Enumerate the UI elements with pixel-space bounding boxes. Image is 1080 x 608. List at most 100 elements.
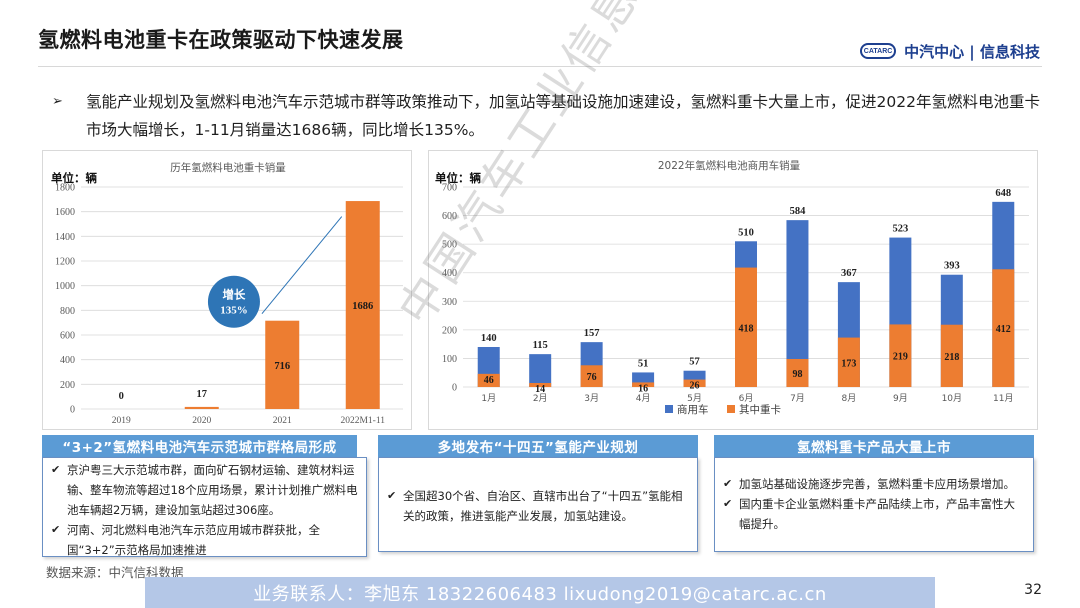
x-tick-label: 10月 <box>942 393 962 404</box>
list-item: ✔ 全国超30个省、自治区、直辖市出台了“十四五”氢能相关的政策，推进氢能产业发展… <box>387 486 689 526</box>
data-label-commercial: 648 <box>995 188 1011 199</box>
y-tick-label: 400 <box>60 355 75 366</box>
chart-title: 历年氢燃料电池重卡销量 <box>170 161 286 174</box>
contact-footer: 业务联系人：李旭东 18322606483 lixudong2019@catar… <box>145 577 935 608</box>
x-tick-label: 7月 <box>790 393 805 404</box>
bar-heavy-truck-11月 <box>992 269 1015 387</box>
arrow-bullet-icon: ➢ <box>52 94 63 109</box>
x-tick-label: 9月 <box>893 393 908 404</box>
catarc-logo-icon: CATARC <box>860 43 897 59</box>
list-item: ✔ 国内重卡企业氢燃料重卡产品陆续上市，产品丰富性大幅提升。 <box>723 494 1025 534</box>
y-tick-label: 1800 <box>55 183 75 194</box>
y-tick-label: 1200 <box>55 257 75 268</box>
annual-sales-chart: 历年氢燃料电池重卡销量 单位：辆 0 200 400 600 800 1000 1200 1400… <box>42 150 412 430</box>
y-tick-label: 200 <box>60 380 75 391</box>
box-head-14th-plan: 多地发布“十四五”氢能产业规划 <box>378 435 698 457</box>
box-head-city-clusters: “3+2”氢燃料电池汽车示范城市群格局形成 <box>42 435 357 457</box>
y-tick-label: 600 <box>442 211 457 222</box>
data-label-commercial: 157 <box>584 328 600 339</box>
bar-2022M1-11 <box>345 201 380 409</box>
data-label: 1686 <box>352 301 373 312</box>
data-label-heavy-truck: 218 <box>944 352 959 363</box>
data-label: 0 <box>119 391 124 402</box>
growth-label: 增长 <box>222 288 245 302</box>
bar-heavy-truck-7月 <box>786 359 809 387</box>
data-label-heavy-truck: 76 <box>587 372 597 383</box>
data-label-heavy-truck: 412 <box>996 324 1011 335</box>
y-tick-label: 500 <box>442 240 457 251</box>
page-number: 32 <box>1024 582 1042 598</box>
data-label-heavy-truck: 26 <box>690 381 700 392</box>
summary-bullet: ➢ 氢能产业规划及氢燃料电池汽车示范城市群等政策推动下，加氢站等基础设施加速建设… <box>52 88 1042 144</box>
bar-heavy-truck-1月 <box>477 373 500 387</box>
x-tick-label: 2022M1-11 <box>340 416 385 426</box>
data-label-commercial: 367 <box>841 268 857 279</box>
data-label: 716 <box>274 361 290 372</box>
logo: CATARC 中汽中心 | 信息科技 <box>860 38 1040 64</box>
data-label-commercial: 51 <box>638 358 649 369</box>
data-label-commercial: 140 <box>481 333 497 344</box>
legend-label-commercial: 商用车 <box>677 403 709 416</box>
x-tick-label: 2019 <box>112 416 131 426</box>
check-icon: ✔ <box>723 497 733 510</box>
y-tick-label: 600 <box>60 331 75 342</box>
x-tick-label: 4月 <box>636 393 651 404</box>
legend-swatch-heavy-truck <box>727 405 735 413</box>
bar-heavy-truck-2月 <box>529 383 552 387</box>
data-source: 数据来源：中汽信科数据 <box>46 565 184 580</box>
bar-heavy-truck-5月 <box>683 379 706 387</box>
list-item: ✔ 京沪粤三大示范城市群，面向矿石钢材运输、建筑材料运输、整车物流等超过18个应用… <box>51 460 358 520</box>
bar-heavy-truck-10月 <box>940 324 963 387</box>
unit-label: 单位：辆 <box>435 171 481 185</box>
y-tick-label: 400 <box>442 268 457 279</box>
bar-heavy-truck-9月 <box>889 324 912 387</box>
summary-text: 氢能产业规划及氢燃料电池汽车示范城市群等政策推动下，加氢站等基础设施加速建设，氢… <box>86 93 1040 139</box>
list-item: ✔ 河南、河北燃料电池汽车示范应用城市群获批，全国“3+2”示范格局加速推进 <box>51 520 358 560</box>
y-tick-label: 200 <box>442 325 457 336</box>
bar-2020 <box>184 406 219 409</box>
data-label-commercial: 57 <box>689 357 700 368</box>
y-tick-label: 1000 <box>55 281 75 292</box>
x-tick-label: 1月 <box>481 393 496 404</box>
data-label-commercial: 393 <box>944 261 960 272</box>
box-products: ✔ 加氢站基础设施逐步完善，氢燃料重卡应用场景增加。 ✔ 国内重卡企业氢燃料重卡产品… <box>714 457 1034 552</box>
list-item: ✔ 加氢站基础设施逐步完善，氢燃料重卡应用场景增加。 <box>723 474 1025 494</box>
data-label-heavy-truck: 173 <box>841 358 856 369</box>
y-tick-label: 800 <box>60 306 75 317</box>
growth-value: 135% <box>220 305 248 317</box>
x-tick-label: 8月 <box>842 393 857 404</box>
data-label-heavy-truck: 418 <box>739 323 754 334</box>
x-tick-label: 2月 <box>533 393 548 404</box>
data-label-commercial: 115 <box>533 340 548 351</box>
check-icon: ✔ <box>723 477 733 490</box>
growth-badge <box>207 275 260 328</box>
contact-text: 业务联系人：李旭东 18322606483 lixudong2019@catar… <box>253 583 827 605</box>
x-tick-label: 5月 <box>687 393 702 404</box>
x-tick-label: 6月 <box>739 393 754 404</box>
box-head-products: 氢燃料重卡产品大量上市 <box>714 435 1034 457</box>
box-city-clusters: ✔ 京沪粤三大示范城市群，面向矿石钢材运输、建筑材料运输、整车物流等超过18个应用… <box>42 457 367 557</box>
logo-text: 中汽中心 | 信息科技 <box>904 42 1040 61</box>
bar-heavy-truck-8月 <box>837 337 860 387</box>
data-label-heavy-truck: 16 <box>638 383 648 394</box>
title-divider <box>38 66 1042 67</box>
data-label-heavy-truck: 46 <box>484 375 494 386</box>
chart-title: 2022年氢燃料电池商用车销量 <box>658 159 801 172</box>
y-tick-label: 700 <box>442 183 457 194</box>
box-14th-plan: ✔ 全国超30个省、自治区、直辖市出台了“十四五”氢能相关的政策，推进氢能产业发展… <box>378 457 698 552</box>
x-tick-label: 11月 <box>993 393 1013 404</box>
legend-label-heavy-truck: 其中重卡 <box>739 403 781 416</box>
check-icon: ✔ <box>51 463 61 476</box>
bar-heavy-truck-4月 <box>632 382 655 387</box>
page-title: 氢燃料电池重卡在政策驱动下快速发展 <box>38 28 404 52</box>
monthly-sales-chart: 2022年氢燃料电池商用车销量 单位：辆 0 100 200 300 400 500 600 70… <box>428 150 1038 430</box>
x-tick-label: 3月 <box>584 393 599 404</box>
data-label-heavy-truck: 98 <box>792 369 802 380</box>
data-label-commercial: 523 <box>892 224 908 235</box>
check-icon: ✔ <box>387 489 397 502</box>
y-tick-label: 300 <box>442 297 457 308</box>
data-label-heavy-truck: 14 <box>535 384 545 395</box>
bar-commercial-2月 <box>529 354 552 387</box>
